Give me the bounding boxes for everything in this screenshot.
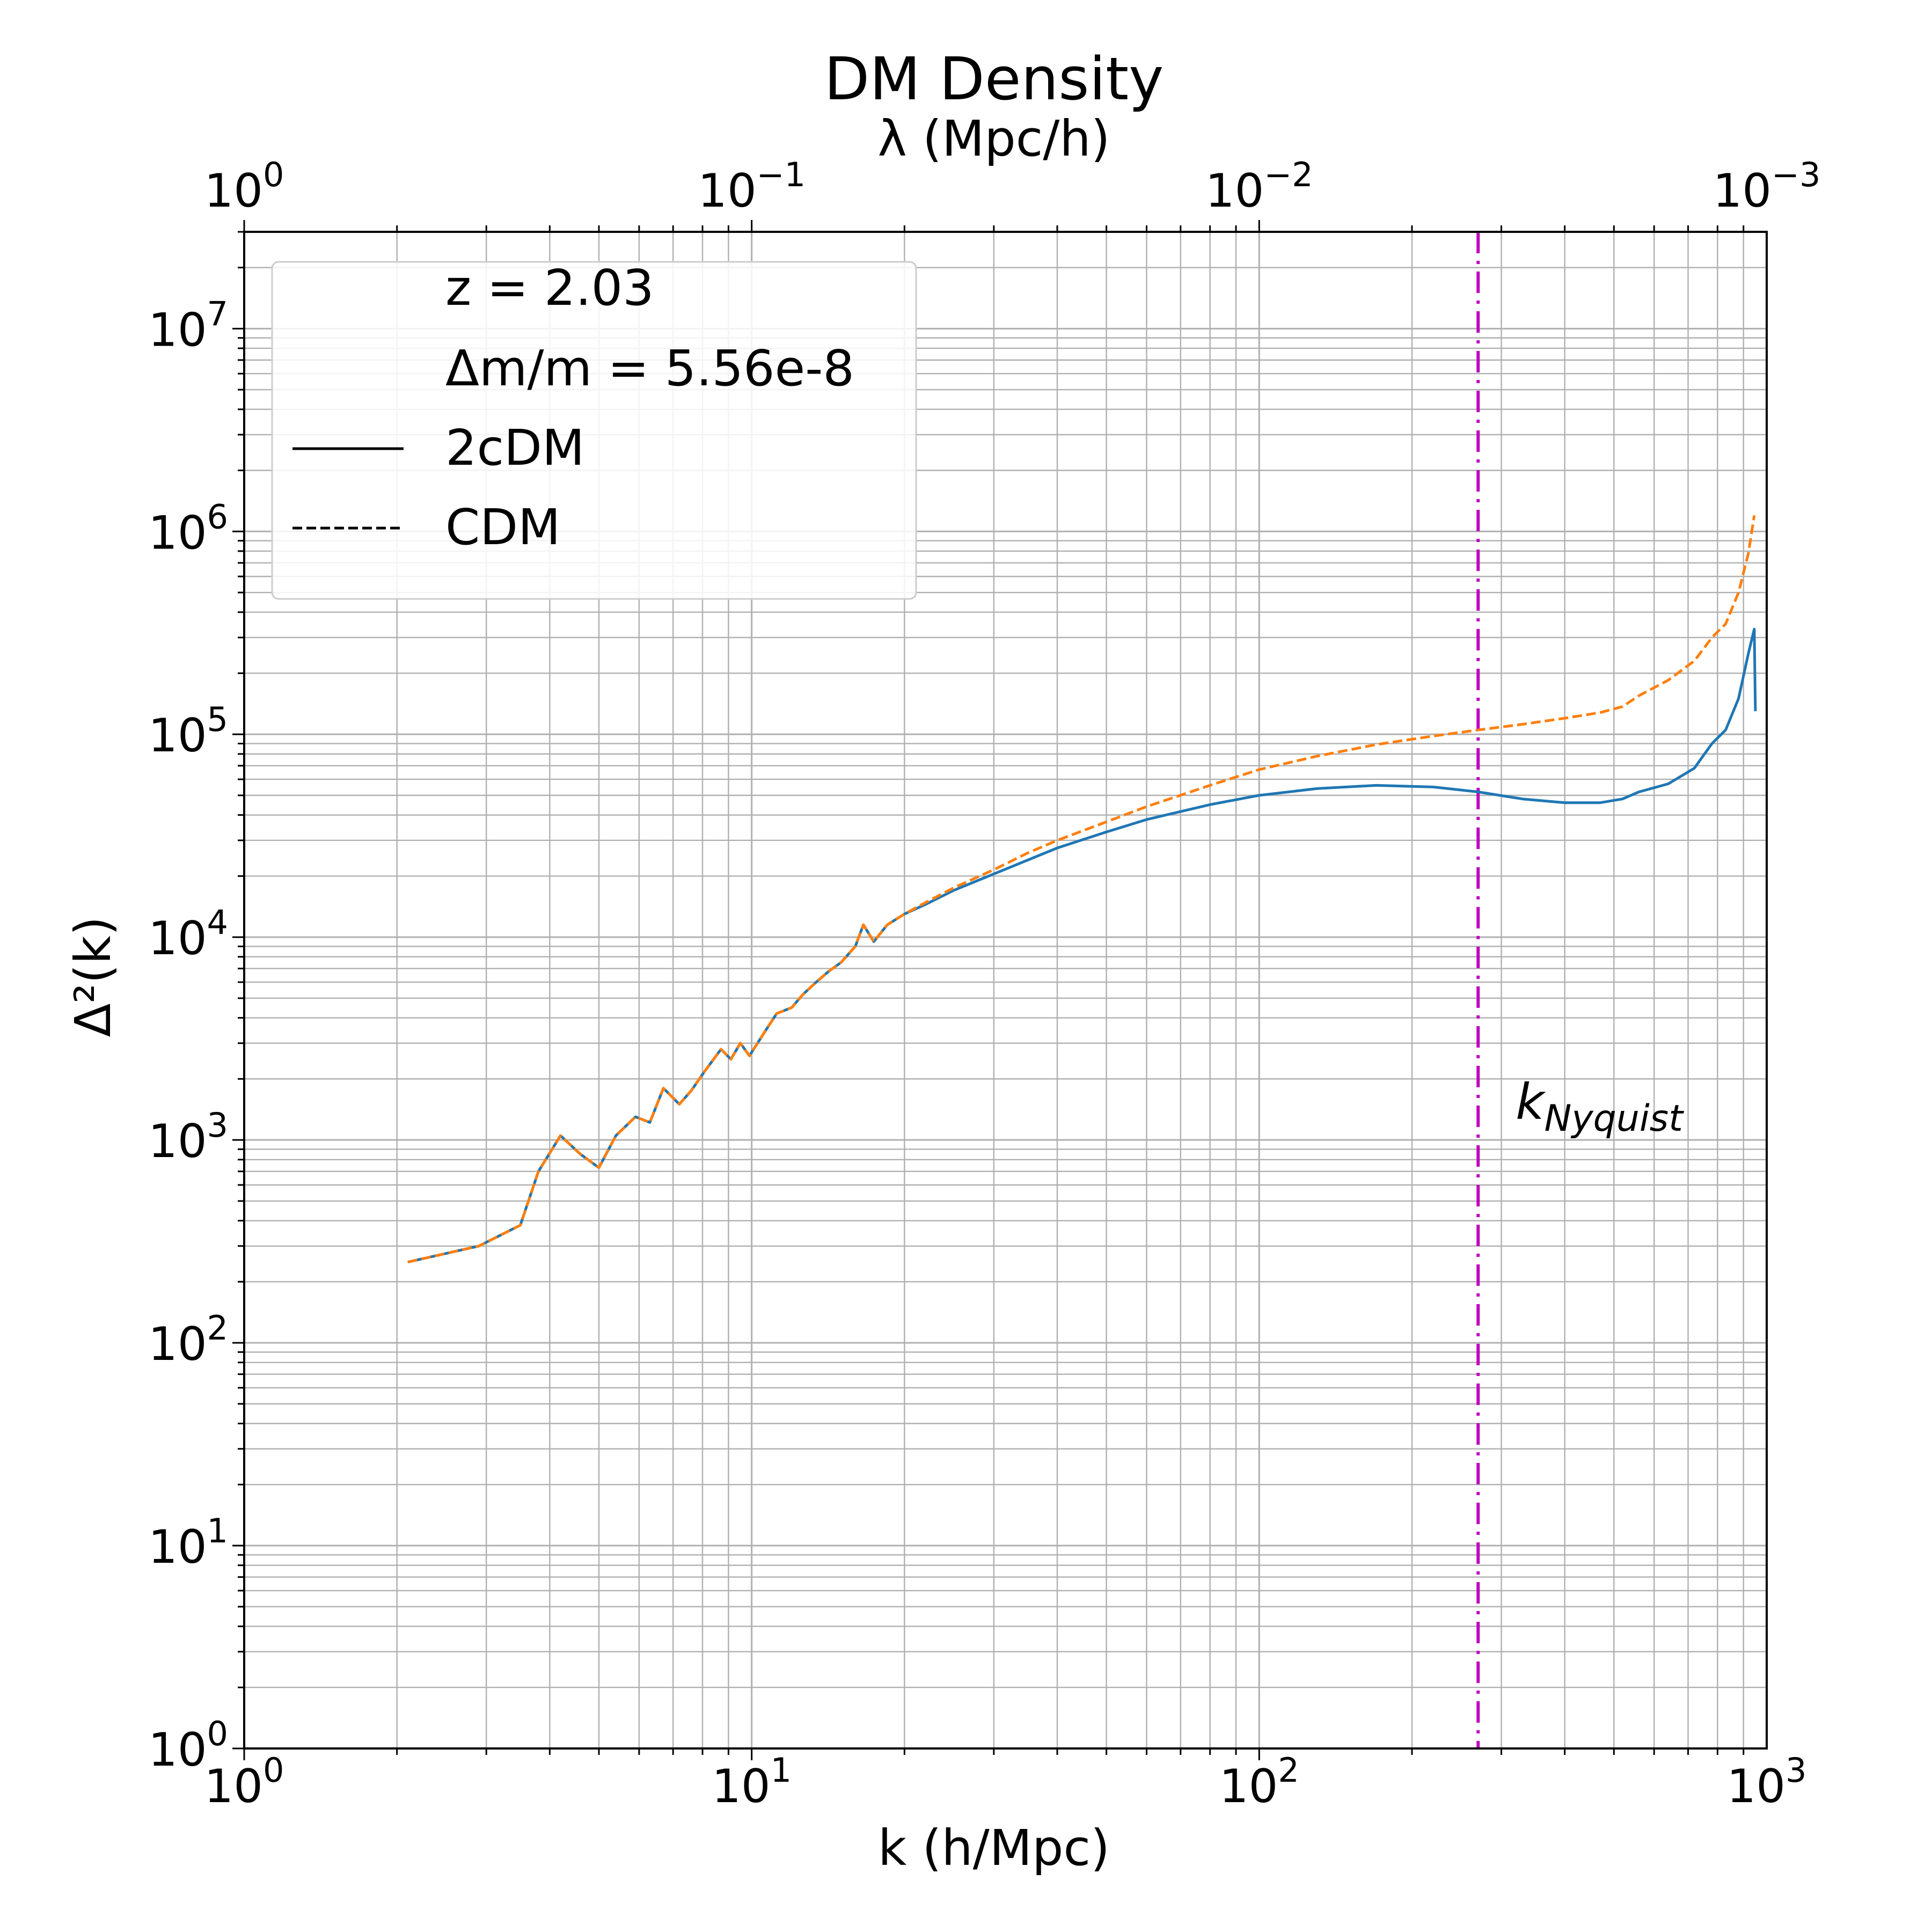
legend-label: 2cDM: [445, 419, 584, 477]
y-tick-label: 103: [148, 1106, 228, 1168]
x-axis-label: k (h/Mpc): [878, 1819, 1110, 1877]
y-tick-label: 104: [148, 903, 228, 965]
legend-label: Δm/m = 5.56e-8: [445, 340, 854, 397]
top-tick-label: 100: [204, 155, 284, 218]
legend-label: z = 2.03: [445, 259, 654, 317]
y-tick-label: 100: [148, 1714, 228, 1777]
top-tick-label: 10−3: [1713, 155, 1821, 218]
y-tick-label: 101: [148, 1511, 228, 1574]
legend-box: [271, 261, 917, 600]
series-line-cdm: [407, 515, 1756, 1264]
x-tick-label: 101: [712, 1751, 792, 1813]
chart-title: DM Density: [824, 45, 1164, 113]
x-tick-label: 100: [204, 1751, 284, 1813]
ticks: 100 101 102 103 100 10−1 10−2 10−3 100 101 102 103 1…: [148, 155, 1820, 1813]
legend: z = 2.03 Δm/m = 5.56e-8 2cDM CDM: [271, 259, 917, 600]
legend-label: CDM: [445, 499, 560, 556]
series-group: [407, 515, 1757, 1264]
top-tick-label: 10−1: [698, 155, 806, 218]
x-tick-label: 103: [1727, 1751, 1807, 1813]
y-tick-label: 107: [148, 294, 228, 357]
top-axis-label: λ (Mpc/h): [877, 110, 1110, 167]
x-tick-label: 102: [1219, 1751, 1299, 1813]
y-tick-label: 106: [148, 497, 228, 560]
plot-frame: [243, 231, 1768, 1750]
y-tick-label: 105: [148, 700, 228, 763]
nyquist-label: kNyquist: [1516, 1073, 1684, 1140]
top-tick-label: 10−2: [1205, 155, 1313, 218]
y-axis-label: Δ²(k): [64, 917, 122, 1037]
y-tick-label: 102: [148, 1308, 228, 1371]
